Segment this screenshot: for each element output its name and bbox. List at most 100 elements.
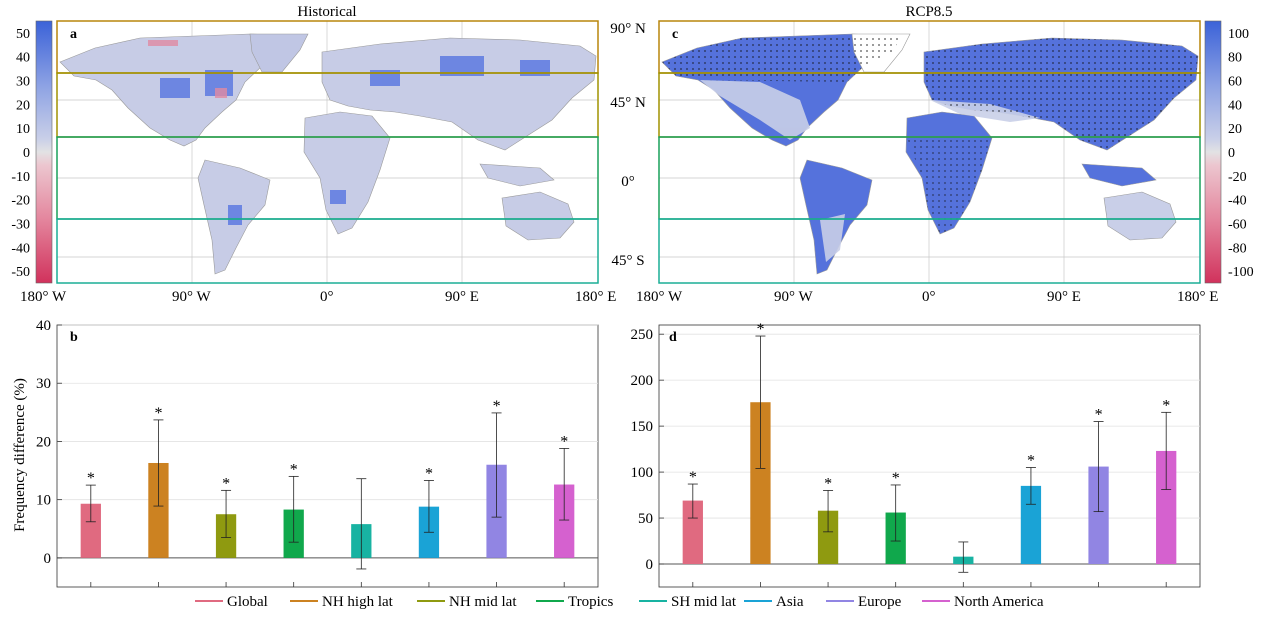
chart-d-significance-0: * xyxy=(689,469,697,486)
chart-d-ytick-label-4: 200 xyxy=(631,373,654,389)
y-axis-label-b: Frequency difference (%) xyxy=(12,378,28,532)
right-colorbar-tick-3: 40 xyxy=(1228,98,1242,113)
chart-d-ytick-label-3: 150 xyxy=(631,419,654,435)
map-c-stippling xyxy=(662,34,1198,234)
map-c-lon-label-180w: 180° W xyxy=(636,289,683,305)
left-colorbar-tick-3: 20 xyxy=(16,98,30,113)
chart-b-significance-1: * xyxy=(154,405,162,422)
chart-b-bar-north-america xyxy=(554,484,575,558)
right-colorbar-ticks: 100 80 60 40 20 0 -20 -40 -60 -80 -100 xyxy=(1228,27,1254,280)
chart-d-bar-europe xyxy=(1088,466,1109,565)
map-a-lon-labels: 180° W 90° W 0° 90° E 180° E xyxy=(20,289,616,305)
map-c-lon-label-180e: 180° E xyxy=(1177,289,1218,305)
chart-d-bar-asia xyxy=(1020,485,1042,565)
map-c-australia xyxy=(1103,191,1177,241)
chart-b-bar-global xyxy=(80,503,101,558)
chart-b-significance-6: * xyxy=(493,398,501,415)
map-panel-a: a Historical xyxy=(56,4,599,284)
panel-letter-b: b xyxy=(70,330,78,345)
legend: Global NH high lat NH mid lat Tropics SH mid… xyxy=(195,594,1044,610)
left-colorbar-tick-5: 0 xyxy=(23,146,30,161)
chart-d-ytick-label-5: 250 xyxy=(631,327,654,343)
right-colorbar-tick-9: -80 xyxy=(1228,241,1247,256)
lat-label-45s: 45° S xyxy=(611,253,644,269)
left-colorbar-tick-10: -50 xyxy=(11,265,30,280)
map-c-lon-label-90e: 90° E xyxy=(1047,289,1081,305)
chart-b-ytick-label-2: 20 xyxy=(36,434,51,450)
map-a-greenland xyxy=(249,33,309,73)
left-colorbar-tick-4: 10 xyxy=(16,122,30,137)
chart-d-bar-nh-high-lat xyxy=(750,402,771,565)
chart-b-ytick-label-0: 0 xyxy=(44,551,52,567)
left-colorbar-tick-2: 30 xyxy=(16,75,30,90)
legend-label-1: NH high lat xyxy=(322,594,394,610)
chart-b-ytick-label-4: 40 xyxy=(36,318,51,334)
legend-label-6: Europe xyxy=(858,594,902,610)
map-a-australia xyxy=(501,191,575,241)
left-colorbar-tick-8: -30 xyxy=(11,217,30,232)
right-colorbar-tick-2: 60 xyxy=(1228,75,1242,90)
chart-d-bar-global xyxy=(682,500,703,565)
left-colorbar: 50 40 30 20 10 0 -10 -20 -30 -40 -50 xyxy=(11,20,53,284)
right-colorbar-tick-6: -20 xyxy=(1228,170,1247,185)
map-c-se-asia-islands xyxy=(1081,163,1157,187)
band-c-sh-mid xyxy=(658,218,1201,284)
map-a-lon-label-180w: 180° W xyxy=(20,289,67,305)
legend-label-7: North America xyxy=(954,594,1044,610)
left-colorbar-ticks: 50 40 30 20 10 0 -10 -20 -30 -40 -50 xyxy=(11,27,30,280)
chart-d-plot-area xyxy=(658,324,1201,588)
map-a-title: Historical xyxy=(297,4,356,20)
map-a-lon-label-90w: 90° W xyxy=(172,289,211,305)
lat-label-90n: 90° N xyxy=(610,21,646,37)
chart-b-plot-area xyxy=(56,324,599,588)
legend-label-0: Global xyxy=(227,594,268,610)
legend-label-3: Tropics xyxy=(568,594,613,610)
chart-b-significance-7: * xyxy=(560,433,568,450)
right-colorbar: 100 80 60 40 20 0 -20 -40 -60 -80 -100 xyxy=(1204,20,1254,284)
panel-letter-d: d xyxy=(669,330,677,345)
legend-label-4: SH mid lat xyxy=(671,594,737,610)
right-colorbar-tick-5: 0 xyxy=(1228,146,1235,161)
chart-b-bar-nh-high-lat xyxy=(148,462,169,558)
left-colorbar-tick-6: -10 xyxy=(11,170,30,185)
map-c-lon-labels: 180° W 90° W 0° 90° E 180° E xyxy=(636,289,1218,305)
map-c-lon-label-0: 0° xyxy=(922,289,936,305)
right-colorbar-tick-0: 100 xyxy=(1228,27,1249,42)
bar-panel-b: 0 10 20 30 40 * * * * * * * xyxy=(36,318,599,588)
chart-b-ytick-label-3: 30 xyxy=(36,376,51,392)
map-c-bands xyxy=(658,20,1201,284)
chart-d-ytick-label-0: 0 xyxy=(646,557,654,573)
map-panel-c: c RCP8.5 xyxy=(658,4,1201,284)
chart-d-significance-5: * xyxy=(1027,452,1035,469)
chart-b-significance-3: * xyxy=(290,461,298,478)
map-a-se-asia-islands xyxy=(479,163,555,187)
chart-b-significance-2: * xyxy=(222,475,230,492)
map-a-africa xyxy=(303,111,391,235)
chart-d-significance-2: * xyxy=(824,475,832,492)
left-colorbar-tick-9: -40 xyxy=(11,241,30,256)
map-a-pink-spots xyxy=(148,40,227,98)
bar-panel-d: 0 50 100 150 200 250 * * * * * * * xyxy=(631,321,1201,588)
chart-b-significance-0: * xyxy=(87,470,95,487)
right-colorbar-tick-8: -60 xyxy=(1228,217,1247,232)
left-colorbar-tick-7: -20 xyxy=(11,194,30,209)
chart-d-significance-3: * xyxy=(892,470,900,487)
map-c-lon-label-90w: 90° W xyxy=(774,289,813,305)
map-a-lon-label-180e: 180° E xyxy=(575,289,616,305)
right-colorbar-tick-7: -40 xyxy=(1228,194,1247,209)
panel-letter-c: c xyxy=(672,27,678,42)
chart-d-significance-6: * xyxy=(1095,407,1103,424)
left-colorbar-tick-0: 50 xyxy=(16,27,30,42)
chart-d-significance-7: * xyxy=(1162,397,1170,414)
right-colorbar-tick-1: 80 xyxy=(1228,51,1242,66)
lat-label-0: 0° xyxy=(621,174,635,190)
right-colorbar-tick-10: -100 xyxy=(1228,265,1254,280)
map-c-title: RCP8.5 xyxy=(905,4,952,20)
chart-d-bar-nh-mid-lat xyxy=(817,510,839,565)
band-a-sh-mid xyxy=(56,218,599,284)
map-a-hotspots xyxy=(160,56,550,225)
left-colorbar-tick-1: 40 xyxy=(16,51,30,66)
map-a-lon-label-90e: 90° E xyxy=(445,289,479,305)
chart-b-ytick-label-1: 10 xyxy=(36,493,51,509)
